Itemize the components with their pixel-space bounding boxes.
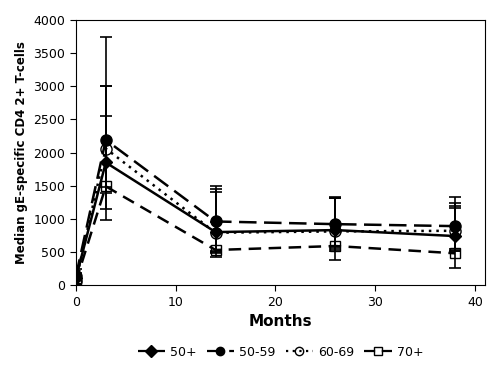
Y-axis label: Median gE-specific CD4 2+ T-cells: Median gE-specific CD4 2+ T-cells: [15, 41, 28, 264]
Legend: 50+, 50-59, 60-69, 70+: 50+, 50-59, 60-69, 70+: [132, 341, 428, 364]
X-axis label: Months: Months: [248, 314, 312, 329]
